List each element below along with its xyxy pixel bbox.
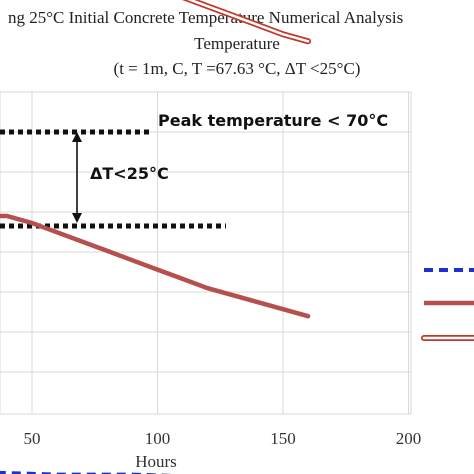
x-tick-label: 150: [270, 429, 296, 448]
chart-subtitle: Temperature: [194, 34, 280, 53]
series-line-1: [0, 213, 311, 319]
delta-arrow-head-down: [72, 213, 82, 223]
series-line-0: [182, 0, 312, 45]
delta-annotation: ΔT<25°C: [90, 164, 169, 183]
series-line-0-inner: [187, 0, 310, 43]
plot-area-border: [0, 91, 412, 415]
x-tick-label: 50: [24, 429, 41, 448]
x-tick-label: 200: [396, 429, 422, 448]
x-axis-label: Hours: [135, 452, 177, 471]
x-tick-labels: 50 100 150 200: [24, 429, 422, 448]
chart-subtitle-params: (t = 1m, C, T =67.63 °C, ΔT <25°C): [113, 59, 361, 78]
annotations: Peak temperature < 70°C ΔT<25°C: [72, 111, 388, 223]
x-tick-label: 100: [145, 429, 171, 448]
series-lines: [0, 0, 312, 474]
peak-annotation: Peak temperature < 70°C: [158, 111, 388, 130]
gridlines: [0, 92, 411, 414]
delta-arrow-head-up: [72, 132, 82, 142]
chart-title: ng 25°C Initial Concrete Temperature Num…: [8, 8, 404, 27]
legend: [421, 268, 474, 341]
